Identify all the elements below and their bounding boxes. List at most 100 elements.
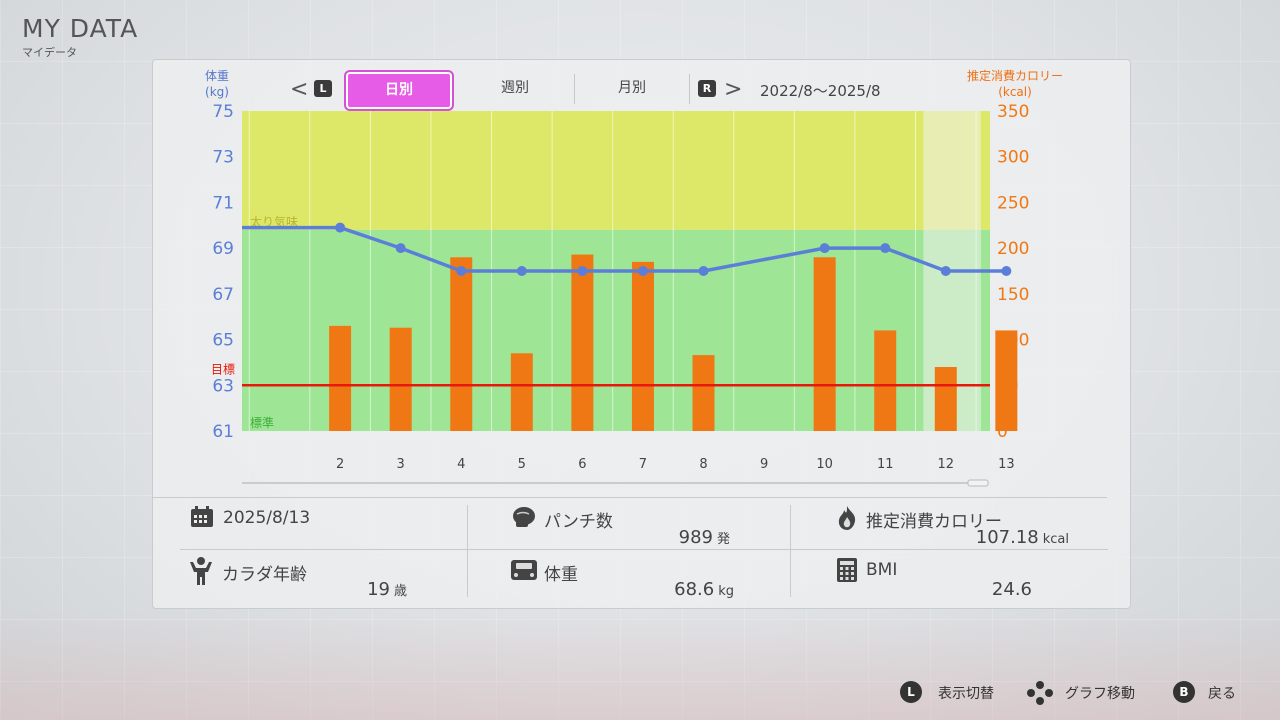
l-button-icon[interactable]: L bbox=[314, 80, 332, 97]
stat-bmi-label: BMI bbox=[866, 560, 898, 580]
background-floor bbox=[0, 610, 1280, 720]
tab-weekly[interactable]: 週別 bbox=[501, 80, 529, 96]
weight-value: 68.6 bbox=[674, 579, 715, 600]
stats-mid-divider bbox=[180, 549, 1108, 550]
left-axis-tick: 67 bbox=[212, 285, 234, 305]
left-axis-tick: 63 bbox=[212, 376, 234, 396]
dpad-icon[interactable] bbox=[1026, 681, 1054, 705]
right-axis-title: 推定消費カロリー (kcal) bbox=[955, 68, 1075, 100]
calorie-value: 107.18 bbox=[975, 527, 1039, 548]
left-axis-title-line2: (kg) bbox=[205, 85, 229, 99]
stat-punch-label: パンチ数 bbox=[544, 512, 613, 532]
calorie-unit: kcal bbox=[1042, 532, 1069, 547]
weight-point bbox=[819, 243, 830, 254]
stat-punch-value: 989 発 bbox=[600, 527, 730, 548]
footer-toggle-label: 表示切替 bbox=[938, 686, 994, 702]
tab-separator bbox=[574, 74, 575, 104]
right-axis-tick: 50 bbox=[997, 376, 1019, 396]
weight-point bbox=[880, 243, 891, 254]
overweight-band-label: 太り気味 bbox=[250, 214, 298, 229]
calorie-bar bbox=[450, 257, 473, 431]
calorie-bar bbox=[934, 367, 957, 431]
chart-scrollbar-thumb bbox=[967, 479, 989, 487]
weight-point bbox=[395, 243, 406, 254]
right-axis-tick: 250 bbox=[997, 193, 1029, 213]
weight-point bbox=[698, 266, 709, 276]
footer-move-label: グラフ移動 bbox=[1065, 686, 1135, 702]
date-range: 2022/8〜2025/8 bbox=[760, 82, 881, 100]
stat-bmi-value: 24.6 bbox=[991, 579, 1032, 600]
r-button-icon[interactable]: R bbox=[698, 80, 716, 97]
right-axis-tick: 200 bbox=[997, 239, 1029, 259]
calorie-bar bbox=[631, 261, 654, 431]
stat-weight-label: 体重 bbox=[544, 565, 578, 585]
left-axis-tick: 73 bbox=[212, 148, 234, 168]
calorie-bar bbox=[329, 325, 352, 431]
b-button-icon[interactable]: B bbox=[1173, 681, 1195, 703]
calorie-bar bbox=[995, 330, 1018, 431]
punch-value: 989 bbox=[678, 527, 713, 548]
x-axis-label: 10 bbox=[816, 457, 833, 472]
flame-icon bbox=[838, 506, 856, 530]
right-axis-tick: 0 bbox=[997, 422, 1008, 442]
x-axis-label: 13 bbox=[998, 457, 1015, 472]
calorie-bar bbox=[874, 330, 897, 431]
left-axis-tick: 71 bbox=[212, 193, 234, 213]
stat-body-age-label: カラダ年齢 bbox=[222, 565, 307, 585]
x-axis-label: 2 bbox=[336, 457, 344, 472]
overweight-band bbox=[242, 111, 990, 230]
stat-date: 2025/8/13 bbox=[223, 508, 311, 528]
weight-calorie-chart[interactable]: 太り気味標準目標75737169676563613503002502001501… bbox=[0, 0, 1280, 500]
calorie-bar bbox=[389, 327, 412, 431]
x-axis-label: 12 bbox=[938, 457, 955, 472]
calorie-bar bbox=[813, 257, 836, 431]
stats-col-divider bbox=[790, 505, 791, 597]
next-arrow-icon[interactable]: > bbox=[724, 77, 743, 102]
left-axis-title-line1: 体重 bbox=[204, 69, 229, 83]
left-axis-tick: 75 bbox=[212, 102, 234, 122]
l-stick-icon[interactable]: L bbox=[900, 681, 922, 703]
scale-icon bbox=[511, 560, 537, 580]
x-axis-label: 5 bbox=[518, 457, 526, 472]
body-age-value: 19 bbox=[367, 579, 390, 600]
weight-point bbox=[456, 266, 467, 276]
calorie-bar bbox=[571, 254, 594, 431]
right-axis-title-line2: (kcal) bbox=[998, 85, 1032, 99]
tab-daily[interactable]: 日別 bbox=[346, 72, 452, 109]
weight-point bbox=[577, 266, 588, 276]
calorie-bar bbox=[692, 355, 715, 431]
weight-point bbox=[1001, 266, 1012, 276]
x-axis-label: 8 bbox=[699, 457, 707, 472]
weight-point bbox=[940, 266, 951, 276]
page-title: MY DATA bbox=[22, 14, 139, 43]
calculator-icon bbox=[837, 558, 857, 582]
weight-line bbox=[242, 225, 1007, 273]
boxing-glove-icon bbox=[513, 507, 535, 527]
stat-weight-value: 68.6 kg bbox=[600, 579, 734, 600]
footer-back-label: 戻る bbox=[1208, 686, 1236, 702]
tab-monthly[interactable]: 月別 bbox=[618, 80, 646, 96]
stat-calorie-value: 107.18 kcal bbox=[900, 527, 1069, 548]
weight-unit: kg bbox=[718, 584, 734, 599]
standard-band-label: 標準 bbox=[250, 415, 274, 430]
left-axis-title: 体重 (kg) bbox=[200, 68, 234, 100]
target-label: 目標 bbox=[211, 362, 235, 376]
weight-point bbox=[335, 222, 346, 233]
stat-body-age-value: 19 歳 bbox=[300, 579, 407, 600]
prev-arrow-icon[interactable]: < bbox=[290, 77, 309, 102]
calendar-icon bbox=[191, 506, 213, 527]
punch-unit: 発 bbox=[716, 532, 730, 547]
right-axis-title-line1: 推定消費カロリー bbox=[966, 69, 1063, 83]
calorie-bar bbox=[510, 353, 533, 431]
stats-col-divider bbox=[467, 505, 468, 597]
x-axis-label: 7 bbox=[639, 457, 647, 472]
left-axis-tick: 65 bbox=[212, 331, 234, 351]
body-age-unit: 歳 bbox=[393, 584, 407, 599]
x-axis-label: 6 bbox=[578, 457, 586, 472]
tab-separator bbox=[689, 74, 690, 104]
stat-calorie-label: 推定消費カロリー bbox=[866, 512, 1002, 532]
standard-band bbox=[242, 229, 990, 431]
weight-point bbox=[516, 266, 527, 276]
weight-point bbox=[637, 266, 648, 276]
left-axis-tick: 61 bbox=[212, 422, 234, 442]
